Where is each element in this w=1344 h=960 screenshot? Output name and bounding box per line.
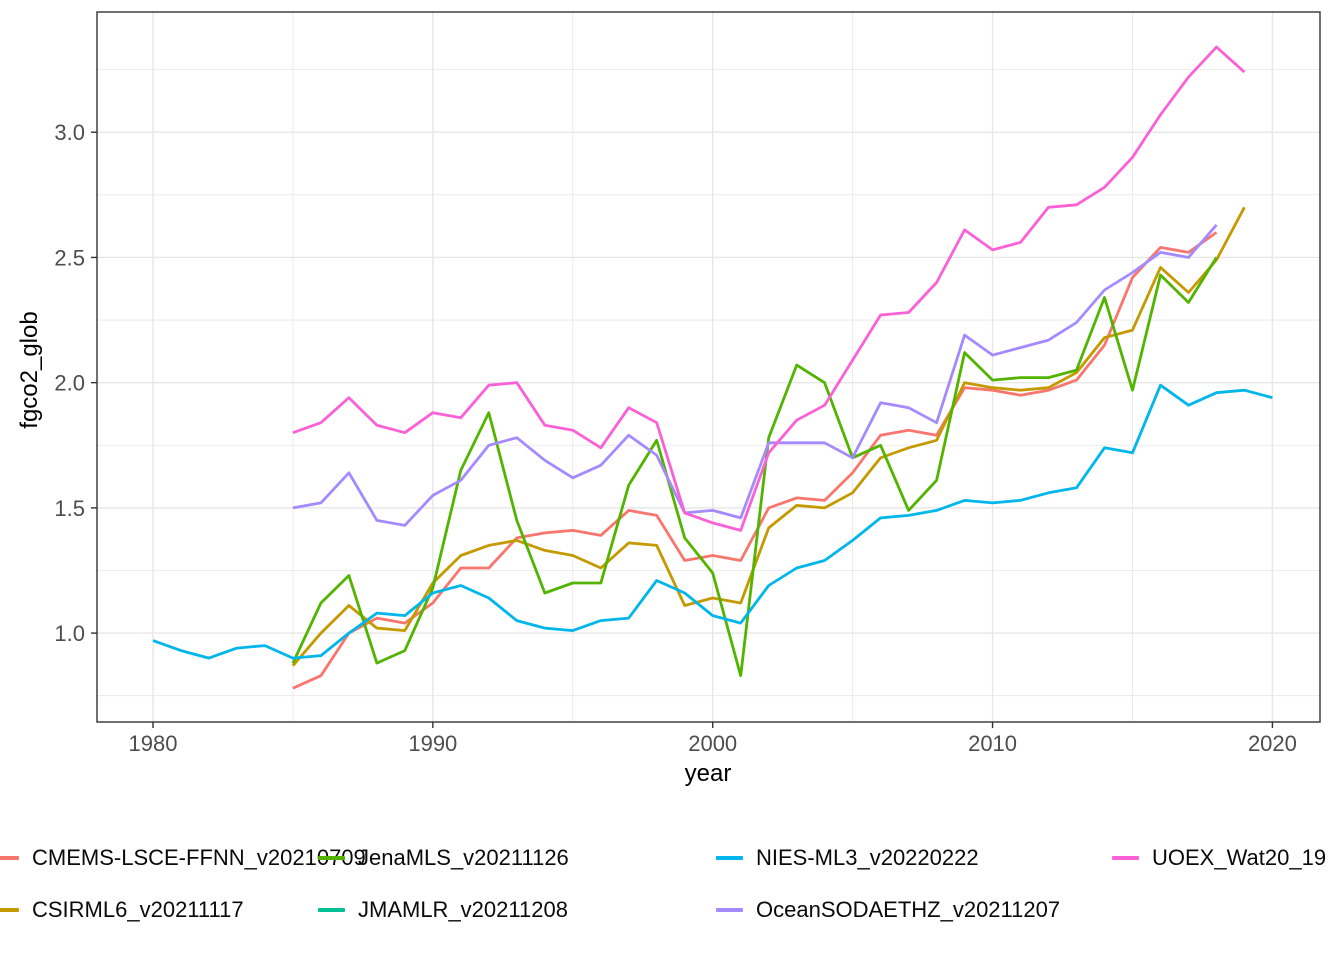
y-axis-tick-label: 3.0 (54, 120, 85, 145)
series-line-OceanSODAETHZ_v20211207 (292, 223, 1218, 527)
legend-item-JMAMLR_v20211208: JMAMLR_v20211208 (318, 897, 568, 923)
legend-key-line (716, 908, 743, 912)
series-line-UOEX_Wat20_19 (292, 45, 1246, 532)
legend-item-OceanSODAETHZ_v20211207: OceanSODAETHZ_v20211207 (716, 897, 1060, 923)
legend-label: OceanSODAETHZ_v20211207 (756, 897, 1061, 922)
legend-item-CMEMS-LSCE-FFNN_v20210709: CMEMS-LSCE-FFNN_v20210709 (0, 845, 366, 871)
legend-label: UOEX_Wat20_19 (1152, 845, 1327, 870)
x-axis-title: year (684, 760, 732, 787)
x-axis-tick-label: 2000 (688, 731, 737, 756)
y-axis-tick-label: 1.0 (54, 621, 85, 646)
panel-border (96, 11, 1321, 723)
y-axis-tick-label: 2.0 (54, 371, 85, 396)
legend-item-CSIRML6_v20211117: CSIRML6_v20211117 (0, 897, 244, 923)
series-line-CSIRML6_v20211117 (291, 206, 1246, 667)
legend-key-line (0, 908, 19, 912)
legend-key-line (318, 856, 345, 860)
x-axis-tick-label: 2010 (968, 731, 1017, 756)
plot-panel (97, 12, 1320, 722)
legend-item-UOEX_Wat20_19: UOEX_Wat20_19 (1112, 845, 1326, 871)
legend-label: CSIRML6_v20211117 (32, 897, 244, 922)
legend-item-JenaMLS_v20211126: JenaMLS_v20211126 (318, 845, 569, 871)
legend-key-line (0, 856, 19, 860)
legend-label: JenaMLS_v20211126 (358, 845, 569, 870)
series-line-JenaMLS_v20211126 (291, 256, 1218, 678)
y-axis-title: fgco2_glob (16, 311, 43, 429)
legend-label: CMEMS-LSCE-FFNN_v20210709 (32, 845, 366, 870)
legend-label: JMAMLR_v20211208 (358, 897, 568, 922)
legend-key-line (1112, 856, 1139, 860)
y-axis-tick-label: 2.5 (54, 245, 85, 270)
legend-key-line (716, 856, 743, 860)
legend-key-line (318, 908, 345, 912)
x-axis-tick-label: 1980 (128, 731, 177, 756)
legend-item-NIES-ML3_v20220222: NIES-ML3_v20220222 (716, 845, 979, 871)
plot-area: 1980 1990 2000 2010 2020 1.0 1.5 2.0 2.5 3.0 (54, 11, 1321, 756)
series-line-NIES-ML3_v20220222 (152, 383, 1273, 660)
y-axis-tick-label: 1.5 (54, 496, 85, 521)
x-axis-tick-label: 2020 (1248, 731, 1297, 756)
series-line-CMEMS-LSCE-FFNN_v20210709 (292, 231, 1218, 690)
legend-label: NIES-ML3_v20220222 (756, 845, 979, 870)
x-axis-tick-label: 1990 (408, 731, 457, 756)
